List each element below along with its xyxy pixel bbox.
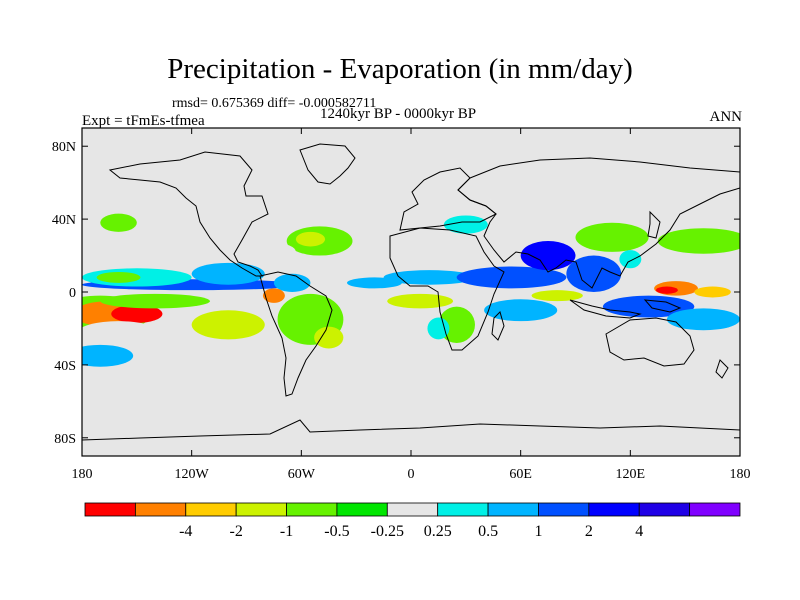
colorbar-label-2: -1	[280, 523, 293, 540]
anomaly-region-23	[427, 317, 450, 340]
coastline-south-america	[259, 271, 333, 397]
colorbar-label-1: -2	[229, 523, 242, 540]
stats-text: rmsd= 0.675369 diff= -0.000582711	[172, 96, 377, 111]
anomaly-region-15	[273, 273, 311, 292]
colorbar-label-9: 4	[635, 523, 643, 540]
colorbar-box-11	[638, 502, 691, 517]
x-tick-label-0: 180	[72, 467, 93, 482]
y-tick-label-3: 40S	[54, 359, 76, 374]
colorbar-box-6	[386, 502, 439, 517]
coastline-madagascar	[491, 311, 505, 341]
y-tick-label-1: 40N	[52, 213, 76, 228]
coastline-new-zealand	[715, 359, 729, 379]
coastline-indonesia	[569, 299, 642, 319]
colorbar-box-10	[588, 502, 640, 517]
colorbar-label-7: 1	[534, 523, 542, 540]
anomaly-region-25	[456, 266, 567, 289]
colorbar-box-4	[286, 502, 338, 517]
colorbar-label-6: 0.5	[478, 523, 498, 540]
anomaly-region-32	[655, 286, 678, 294]
anomaly-region-21	[387, 293, 454, 309]
anomaly-region-37	[619, 250, 642, 269]
x-tick-label-6: 180	[730, 467, 751, 482]
colorbar-label-0: -4	[179, 523, 192, 540]
period-text: 1240kyr BP - 0000kyr BP	[320, 106, 477, 122]
anomaly-region-28	[566, 255, 622, 292]
colorbar-label-4: -0.25	[371, 523, 404, 540]
coastline-africa	[389, 227, 505, 351]
colorbar-label-5: 0.25	[424, 523, 452, 540]
coastlines	[82, 143, 740, 441]
x-tick-label-4: 60E	[509, 467, 532, 482]
anomaly-region-2	[111, 304, 163, 323]
anomaly-region-26	[484, 299, 558, 322]
anomaly-region-20	[383, 270, 475, 285]
colorbar-label-8: 2	[585, 523, 593, 540]
anomaly-region-36	[531, 290, 583, 302]
map-axes: 180 120W 60W 0 60E 120E 180 80N 40N 0 40S 80S	[52, 128, 751, 482]
anomaly-field	[82, 213, 740, 367]
colorbar-box-8	[487, 502, 539, 517]
x-tick-label-1: 120W	[175, 467, 210, 482]
colorbar-box-5	[336, 502, 388, 517]
y-tick-label-2: 0	[69, 286, 76, 301]
coastline-greenland	[299, 143, 356, 185]
coastline-antarctica	[82, 419, 740, 441]
anomaly-region-6	[191, 262, 265, 285]
coastline-asia	[457, 157, 740, 289]
anomaly-region-8	[100, 293, 210, 309]
map-title: Precipitation - Evaporation (in mm/day)	[167, 53, 633, 85]
x-tick-label-5: 120E	[616, 467, 646, 482]
anomaly-region-35	[666, 308, 740, 331]
anomaly-region-27	[520, 240, 576, 271]
colorbar: -4 -2 -1 -0.5 -0.25 0.25 0.5 1 2 4	[84, 502, 741, 540]
colorbar-box-7	[437, 502, 489, 517]
coastline-japan	[647, 210, 661, 239]
colorbar-label-3: -0.5	[324, 523, 349, 540]
anomaly-region-13	[100, 213, 137, 232]
colorbar-box-2	[185, 502, 237, 517]
colorbar-box-9	[538, 502, 590, 517]
anomaly-region-7	[96, 271, 141, 283]
anomaly-region-24	[443, 215, 488, 234]
colorbar-box-3	[235, 502, 287, 517]
anomaly-region-14	[251, 242, 296, 262]
anomaly-region-9	[191, 310, 265, 340]
y-tick-label-0: 80N	[52, 140, 76, 155]
x-tick-label-2: 60W	[288, 467, 316, 482]
x-tick-label-3: 0	[408, 467, 415, 482]
anomaly-region-18	[314, 326, 344, 349]
colorbar-box-0	[84, 502, 136, 517]
anomaly-region-12	[295, 231, 326, 247]
anomaly-region-30	[657, 228, 740, 254]
coastline-australia	[605, 317, 695, 367]
coastline-north-america	[108, 151, 269, 277]
anomaly-region-3	[82, 321, 159, 344]
anomaly-region-29	[575, 222, 649, 252]
anomaly-region-33	[694, 286, 731, 298]
colorbar-box-12	[689, 502, 741, 517]
season-text: ANN	[709, 109, 743, 125]
coastline-new-guinea	[643, 299, 682, 313]
y-tick-label-4: 80S	[54, 432, 76, 447]
colorbar-box-1	[134, 502, 187, 517]
map-background	[82, 128, 740, 456]
anomaly-region-10	[82, 344, 134, 367]
anomaly-region-16	[262, 288, 285, 303]
expt-text: Expt = tFmEs-tfmea	[82, 113, 205, 129]
